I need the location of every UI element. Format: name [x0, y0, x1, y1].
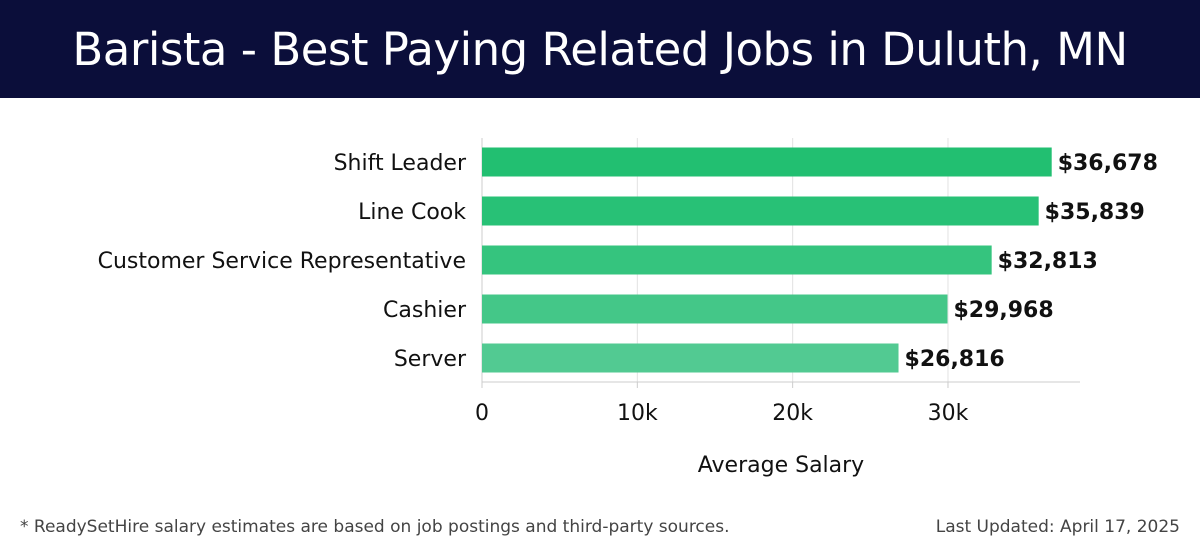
x-tick-label: 10k [617, 401, 658, 426]
category-label: Line Cook [358, 200, 466, 225]
category-label: Customer Service Representative [98, 249, 466, 274]
footer-updated: Last Updated: April 17, 2025 [935, 517, 1180, 537]
x-tick-label: 30k [928, 401, 969, 426]
bar [482, 147, 1052, 177]
value-label: $29,968 [953, 298, 1053, 323]
chart-header: Barista - Best Paying Related Jobs in Du… [0, 0, 1200, 98]
value-label: $36,678 [1058, 151, 1158, 176]
x-axis-label: Average Salary [698, 453, 864, 478]
category-label: Shift Leader [334, 151, 467, 176]
bar [482, 196, 1039, 226]
footer-note: * ReadySetHire salary estimates are base… [20, 517, 730, 537]
value-label: $26,816 [905, 347, 1005, 372]
bar [482, 245, 992, 275]
value-label: $32,813 [998, 249, 1098, 274]
x-tick-label: 0 [475, 401, 489, 426]
x-tick-label: 20k [772, 401, 813, 426]
category-label: Cashier [383, 298, 467, 323]
value-label: $35,839 [1045, 200, 1145, 225]
bar [482, 343, 899, 373]
bar-chart: Shift Leader $36,678 Line Cook $35,839 Custo… [98, 138, 1158, 478]
bar [482, 294, 948, 324]
category-label: Server [394, 347, 467, 372]
chart-title: Barista - Best Paying Related Jobs in Du… [72, 22, 1128, 76]
